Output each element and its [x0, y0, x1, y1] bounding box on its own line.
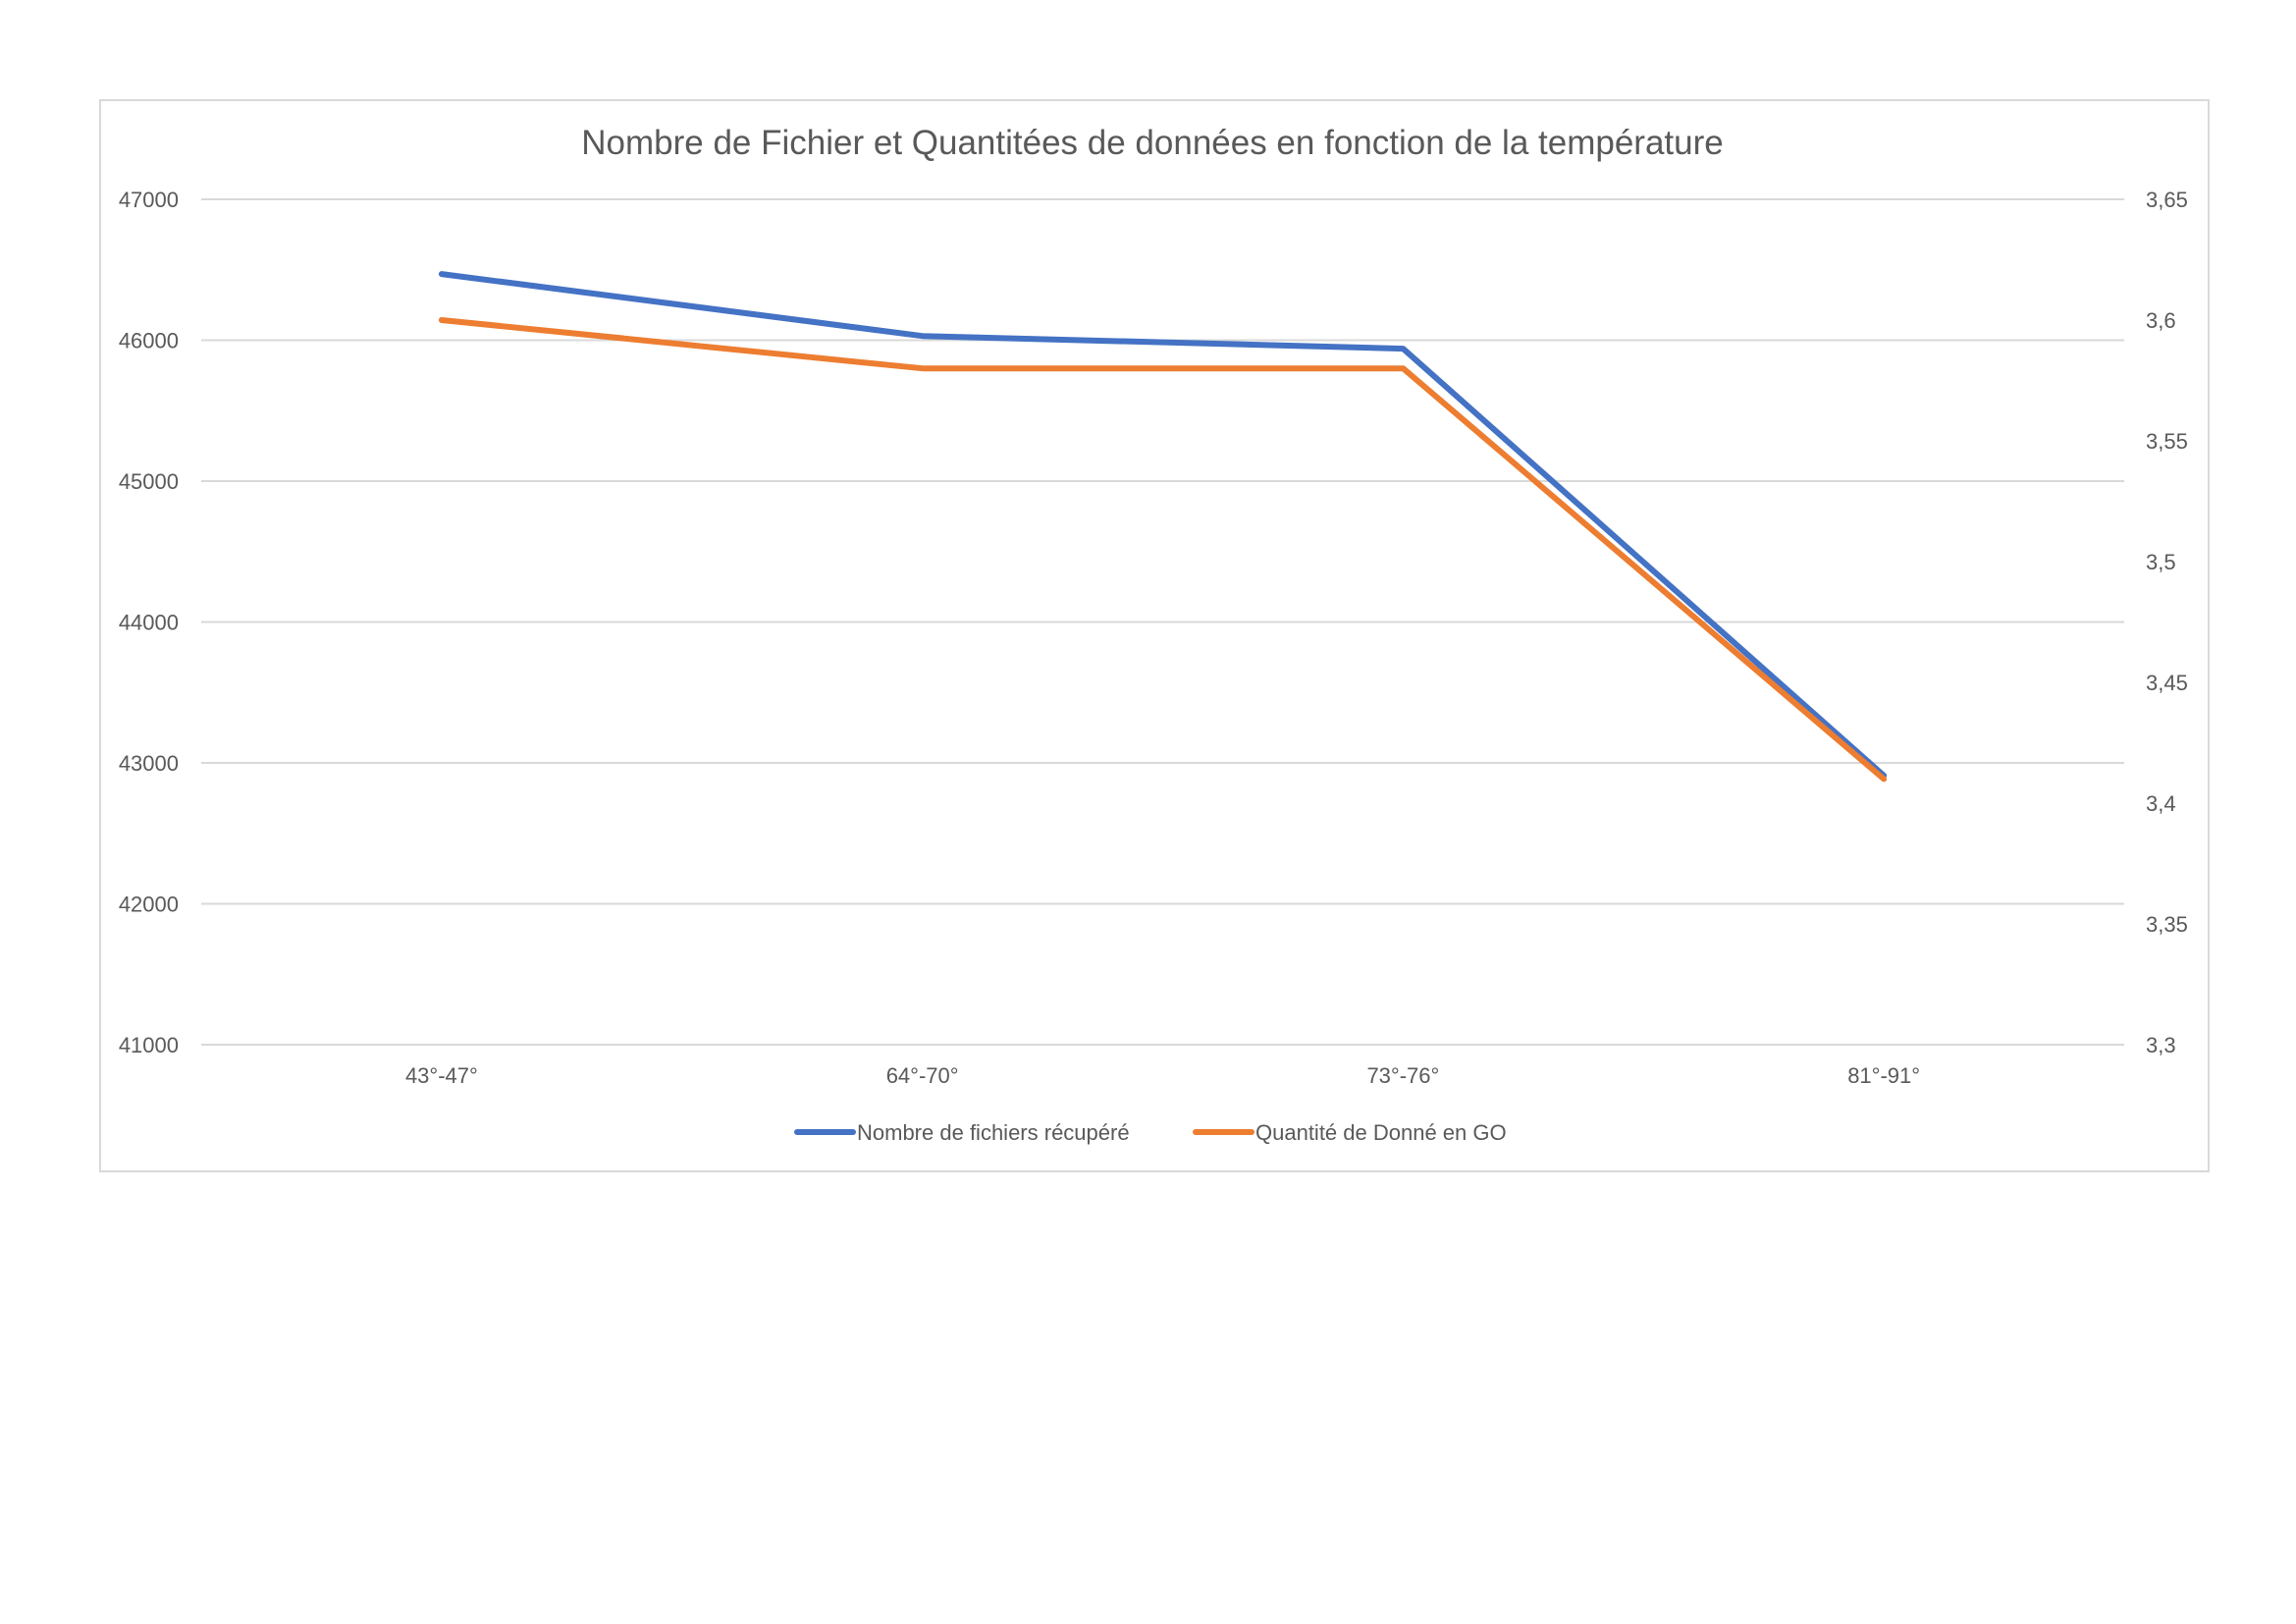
y-left-tick-label: 46000: [119, 329, 179, 353]
y-right-tick-label: 3,3: [2146, 1033, 2176, 1057]
series-line-2: [438, 317, 1888, 783]
y-right-tick-label: 3,65: [2146, 188, 2188, 212]
x-tick-label: 43°-47°: [405, 1063, 478, 1088]
x-tick-label: 64°-70°: [886, 1063, 959, 1088]
y-right-tick-label: 3,55: [2146, 429, 2188, 454]
y-left-tick-label: 44000: [119, 611, 179, 635]
series-line-1: [438, 271, 1888, 779]
legend-label-1: Nombre de fichiers récupéré: [857, 1120, 1130, 1145]
y-right-tick-label: 3,4: [2146, 791, 2176, 816]
y-left-tick-label: 42000: [119, 893, 179, 917]
legend-label-2: Quantité de Donné en GO: [1255, 1120, 1507, 1145]
x-tick-label: 73°-76°: [1366, 1063, 1439, 1088]
y-right-tick-label: 3,6: [2146, 308, 2176, 333]
y-left-tick-label: 47000: [119, 188, 179, 212]
y-left-tick-label: 43000: [119, 751, 179, 776]
y-right-tick-label: 3,5: [2146, 550, 2176, 574]
x-tick-label: 81°-91°: [1847, 1063, 1920, 1088]
y-left-tick-label: 45000: [119, 469, 179, 494]
y-left-tick-label: 41000: [119, 1033, 179, 1057]
y-right-tick-label: 3,45: [2146, 671, 2188, 695]
y-right-tick-label: 3,35: [2146, 912, 2188, 937]
chart-title: Nombre de Fichier et Quantitées de donné…: [581, 124, 1723, 162]
